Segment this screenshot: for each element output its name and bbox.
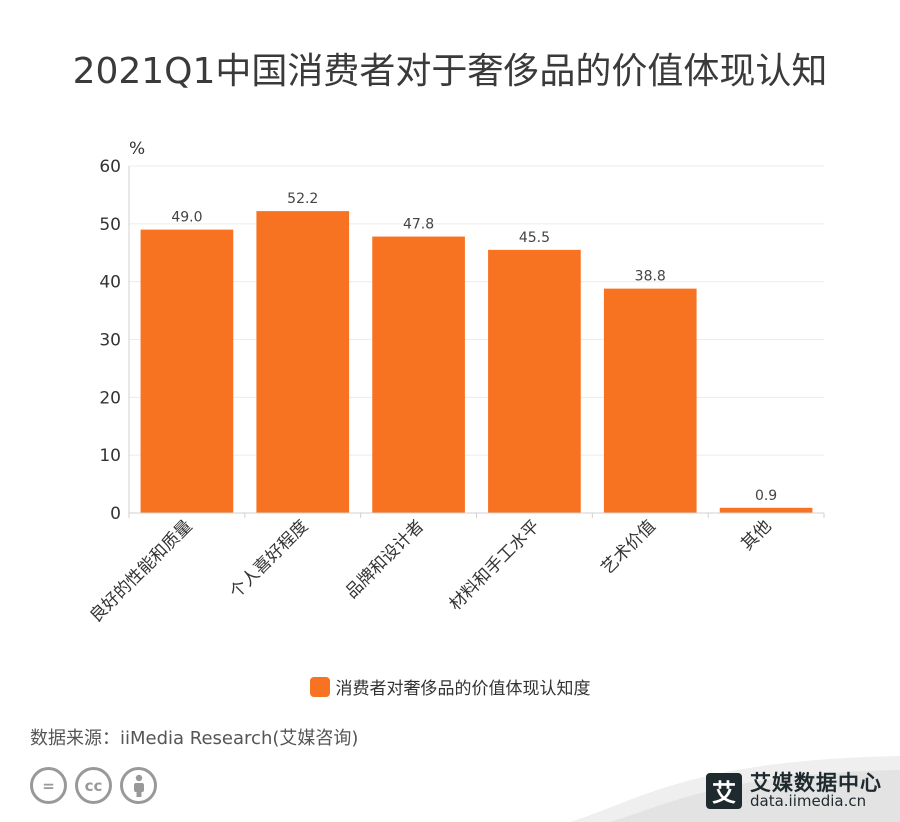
y-tick-label: 60 (99, 157, 121, 177)
bar (719, 507, 813, 513)
data-label: 52.2 (287, 191, 318, 207)
x-tick-label: 良好的性能和质量 (86, 516, 196, 626)
equals-icon: = (30, 767, 67, 804)
person-glyph (133, 774, 144, 797)
data-label: 45.5 (519, 230, 550, 246)
brand-name: 艾媒数据中心 (750, 771, 882, 795)
data-label: 38.8 (635, 269, 666, 285)
chart-title: 2021Q1中国消费者对于奢侈品的价值体现认知 (72, 51, 828, 92)
license-icons: = cc (30, 767, 157, 804)
bar (372, 236, 465, 513)
data-label: 47.8 (403, 217, 434, 233)
x-tick-label: 个人喜好程度 (226, 516, 312, 602)
x-tick-label: 品牌和设计者 (342, 516, 428, 602)
bar (256, 211, 350, 514)
bar-chart: 0 10 20 30 40 50 60% 49.0 良好的性能和质量 52.2 个人喜好程度 47.8… (86, 139, 825, 627)
bar (488, 249, 581, 513)
brand-logo: 艾 (706, 772, 742, 809)
legend-label: 消费者对奢侈品的价值体现认知度 (335, 679, 591, 699)
bar (140, 229, 234, 513)
x-tick-label: 艺术价值 (598, 516, 660, 578)
cc-icon: cc (75, 767, 112, 804)
data-source: 数据来源：iiMedia Research(艾媒咨询) (30, 728, 359, 749)
y-tick-label: 50 (99, 215, 121, 235)
y-tick-label: 40 (99, 273, 121, 293)
y-tick-label: 0 (110, 504, 121, 524)
bar (603, 288, 697, 513)
y-tick-label: 20 (99, 388, 121, 408)
legend: 消费者对奢侈品的价值体现认知度 (0, 674, 900, 699)
data-label: 0.9 (755, 488, 777, 504)
brand-url: data.iimedia.cn (750, 792, 867, 811)
y-tick-label: 30 (99, 331, 121, 351)
y-axis-unit: % (129, 139, 145, 159)
person-icon (120, 767, 157, 804)
legend-swatch (309, 676, 330, 697)
data-label: 49.0 (171, 210, 202, 226)
x-tick-label: 材料和手工水平 (446, 516, 544, 614)
y-tick-label: 10 (99, 446, 121, 466)
brand: 艾 艾媒数据中心 data.iimedia.cn (706, 772, 882, 810)
x-tick-label: 其他 (737, 516, 775, 554)
